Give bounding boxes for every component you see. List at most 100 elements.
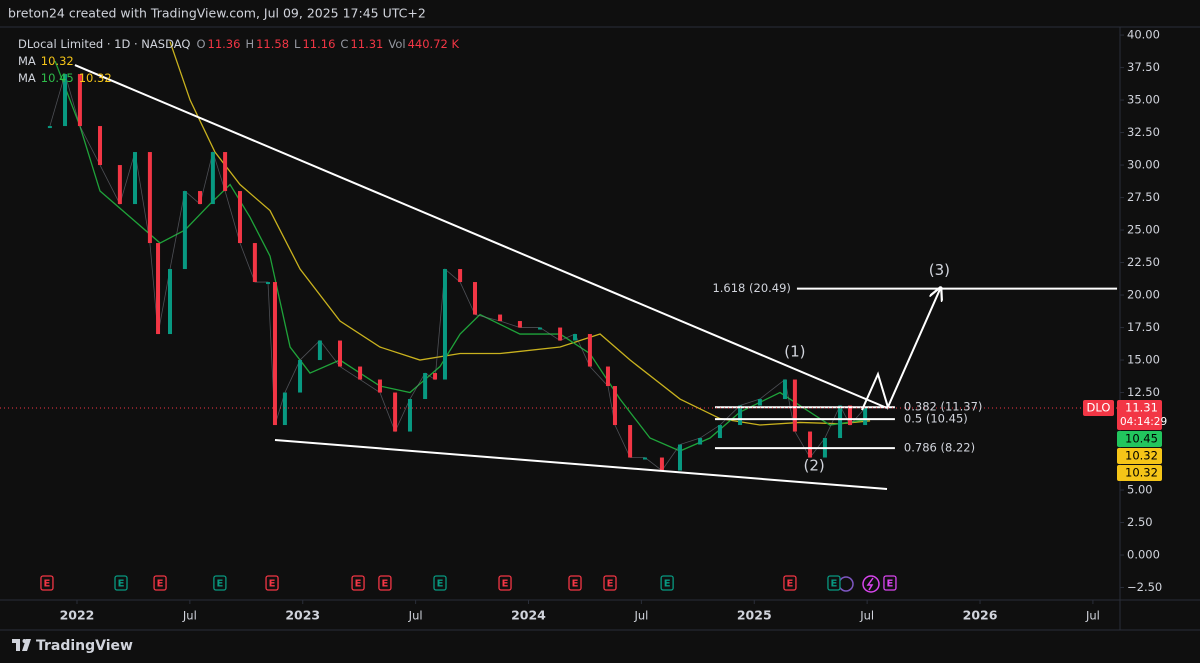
candle bbox=[473, 282, 478, 315]
icon-bolt bbox=[866, 577, 874, 591]
event-box bbox=[40, 575, 54, 591]
symbol-label: DLO bbox=[1087, 401, 1111, 415]
legend-row: DLocal Limited · 1D · NASDAQ O 11.36 H 11.58… bbox=[18, 36, 464, 53]
wave-label: (2) bbox=[803, 456, 824, 474]
moving-average-line bbox=[169, 41, 871, 426]
candle bbox=[47, 126, 52, 129]
candle bbox=[317, 340, 322, 361]
x-tick-label: Jul bbox=[408, 609, 423, 623]
candle bbox=[147, 152, 152, 244]
candle bbox=[698, 438, 703, 445]
event-label: E bbox=[607, 579, 614, 590]
candle bbox=[717, 425, 722, 439]
y-tick-label: 20.00 bbox=[1127, 288, 1160, 302]
candle bbox=[792, 379, 797, 432]
logo bbox=[12, 639, 31, 651]
event-marker: E bbox=[213, 575, 227, 591]
event-label: E bbox=[216, 579, 223, 590]
y-tick-label: −2.50 bbox=[1127, 580, 1162, 594]
y-tick-label: 35.00 bbox=[1127, 93, 1160, 107]
ma-value: 10.32 bbox=[78, 71, 112, 85]
x-tick-label: 2024 bbox=[511, 608, 546, 623]
symbol: DLocal Limited · 1D · NASDAQ bbox=[18, 37, 191, 51]
candle bbox=[98, 126, 103, 166]
candle bbox=[847, 405, 852, 426]
event-label: E bbox=[887, 579, 894, 590]
x-tick-label: Jul bbox=[182, 609, 197, 623]
event-marker: E bbox=[351, 575, 365, 591]
y-tick-label: 30.00 bbox=[1127, 158, 1160, 172]
x-tick-label: 2023 bbox=[285, 608, 320, 623]
caption: breton24 created with TradingView.com, J… bbox=[8, 6, 426, 21]
logo-mark bbox=[12, 639, 31, 651]
candle bbox=[252, 243, 257, 283]
moving-average-line bbox=[54, 60, 871, 452]
axis-badge bbox=[1117, 465, 1162, 482]
ohlc-value: 11.16 bbox=[302, 37, 336, 51]
event-box bbox=[827, 575, 841, 591]
ohlc-value: 11.36 bbox=[207, 37, 241, 51]
y-tick-label: 27.50 bbox=[1127, 190, 1160, 204]
candle bbox=[642, 457, 647, 460]
candle bbox=[77, 74, 82, 127]
ohlc-value: 11.31 bbox=[350, 37, 384, 51]
event-label: E bbox=[664, 579, 671, 590]
y-tick-label: 37.50 bbox=[1127, 60, 1160, 74]
axis-badge-label: 10.32 bbox=[1125, 466, 1158, 480]
x-tick-label: 2025 bbox=[737, 608, 772, 623]
event-box bbox=[568, 575, 582, 591]
event-box bbox=[265, 575, 279, 591]
candle bbox=[659, 457, 664, 471]
y-tick-label: 2.50 bbox=[1127, 515, 1153, 529]
candle bbox=[628, 425, 633, 458]
candle bbox=[182, 191, 187, 270]
candle bbox=[423, 373, 428, 400]
candle bbox=[757, 399, 762, 406]
ma-value: 10.45 bbox=[40, 71, 74, 85]
event-box bbox=[783, 575, 797, 591]
candle bbox=[458, 269, 463, 283]
axis-badge bbox=[1117, 431, 1162, 448]
event-label: E bbox=[502, 579, 509, 590]
y-tick-label: 15.00 bbox=[1127, 353, 1160, 367]
event-marker: E bbox=[783, 575, 797, 591]
candle bbox=[677, 444, 682, 471]
candle bbox=[782, 379, 787, 400]
ohlc-key: C bbox=[340, 37, 349, 51]
candle bbox=[337, 340, 342, 367]
candle bbox=[612, 386, 617, 426]
event-marker: E bbox=[603, 575, 617, 591]
y-tick-label: 40.00 bbox=[1127, 28, 1160, 42]
candle bbox=[863, 408, 868, 426]
candle bbox=[298, 360, 303, 393]
event-marker: E bbox=[378, 575, 392, 591]
price-badge-countdown: 04:14:29 bbox=[1120, 416, 1167, 428]
candle bbox=[358, 366, 363, 380]
y-tick-label: 0.000 bbox=[1127, 548, 1160, 562]
trendline bbox=[74, 64, 888, 409]
candle bbox=[538, 327, 543, 330]
event-label: E bbox=[572, 579, 579, 590]
axis-badge bbox=[1117, 448, 1162, 465]
y-tick-label: 12.50 bbox=[1127, 385, 1160, 399]
x-tick-label: 2026 bbox=[963, 608, 998, 623]
event-marker: E bbox=[40, 575, 54, 591]
legend-row: MA 10.45 10.32 bbox=[18, 70, 464, 87]
candle bbox=[265, 282, 270, 285]
price-badge bbox=[1117, 400, 1162, 431]
legend-row: MA 10.32 bbox=[18, 53, 464, 70]
event-marker: E bbox=[827, 575, 841, 591]
plot-area bbox=[47, 41, 1118, 490]
event-marker: E bbox=[883, 575, 897, 591]
event-label: E bbox=[269, 579, 276, 590]
y-tick-label: 32.50 bbox=[1127, 125, 1160, 139]
event-marker: E bbox=[433, 575, 447, 591]
event-box bbox=[213, 575, 227, 591]
wave-label: (1) bbox=[784, 343, 805, 361]
event-label: E bbox=[355, 579, 362, 590]
candle bbox=[517, 321, 522, 328]
fib-label: 0.786 (8.22) bbox=[904, 441, 975, 455]
y-tick-label: 22.50 bbox=[1127, 255, 1160, 269]
